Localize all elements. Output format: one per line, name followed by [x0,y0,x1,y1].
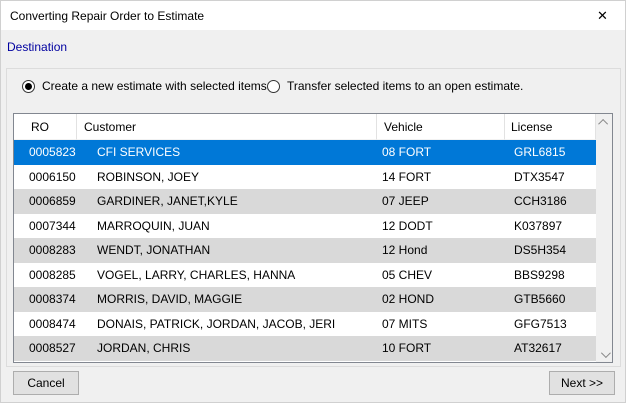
cell-vehicle: 12 Hond [382,243,428,258]
cell-ro: 0008374 [29,292,76,307]
cell-ro: 0008283 [29,243,76,258]
column-header-customer[interactable]: Customer [77,114,377,140]
cell-license: GFG7513 [514,316,567,331]
column-header-vehicle[interactable]: Vehicle [377,114,505,140]
list-content: RO Customer Vehicle License 0005823 CFI … [14,114,596,362]
cell-customer: MORRIS, DAVID, MAGGIE [97,292,243,307]
cell-customer: DONAIS, PATRICK, JORDAN, JACOB, JERI [97,316,336,331]
vertical-scrollbar[interactable] [596,114,612,362]
radio-selected-icon [22,79,35,93]
radio-group: Create a new estimate with selected item… [7,69,620,101]
partial-row [14,360,596,362]
cell-ro: 0007344 [29,218,76,233]
table-row[interactable]: 0008374 MORRIS, DAVID, MAGGIE 02 HOND GT… [14,287,596,312]
close-icon: ✕ [597,7,608,23]
cell-customer: ROBINSON, JOEY [97,169,200,184]
column-header-ro[interactable]: RO [14,114,77,140]
cell-vehicle: 07 MITS [382,316,428,331]
cancel-button[interactable]: Cancel [13,371,79,395]
radio-create-new-estimate[interactable]: Create a new estimate with selected item… [22,79,270,93]
cell-customer: GARDINER, JANET,KYLE [97,194,238,209]
cell-license: DTX3547 [514,169,565,184]
cell-vehicle: 07 JEEP [382,194,429,209]
cell-ro: 0006859 [29,194,76,209]
cell-vehicle: 05 CHEV [382,267,433,282]
radio-transfer-to-open-estimate[interactable]: Transfer selected items to an open estim… [267,79,523,93]
cell-license: CCH3186 [514,194,567,209]
cell-customer: MARROQUIN, JUAN [97,218,210,233]
repair-order-list: RO Customer Vehicle License 0005823 CFI … [13,113,613,363]
table-body: 0005823 CFI SERVICES 08 FORT GRL6815 000… [14,140,596,361]
cell-license: GTB5660 [514,292,566,307]
cell-license: DS5H354 [514,243,567,258]
cell-customer: JORDAN, CHRIS [97,341,191,356]
title-bar: Converting Repair Order to Estimate [1,1,625,30]
cell-ro: 0005823 [29,145,76,160]
table-row[interactable]: 0008283 WENDT, JONATHAN 12 Hond DS5H354 [14,238,596,263]
cell-vehicle: 08 FORT [382,145,432,160]
table-row[interactable]: 0008527 JORDAN, CHRIS 10 FORT AT32617 [14,336,596,361]
table-row[interactable]: 0008285 VOGEL, LARRY, CHARLES, HANNA 05 … [14,262,596,287]
chevron-down-icon [600,347,611,358]
table-row[interactable]: 0006150 ROBINSON, JOEY 14 FORT DTX3547 [14,164,596,189]
cell-license: K037897 [514,218,563,233]
scroll-up-button[interactable] [596,114,612,130]
cell-ro: 0008474 [29,316,76,331]
table-row[interactable]: 0007344 MARROQUIN, JUAN 12 DODT K037897 [14,213,596,238]
section-label-destination: Destination [7,40,68,54]
cell-license: GRL6815 [514,145,566,160]
next-button[interactable]: Next >> [549,371,615,395]
dialog-title: Converting Repair Order to Estimate [10,8,205,23]
chevron-up-icon [597,118,608,129]
list-header: RO Customer Vehicle License [14,114,596,140]
cell-ro: 0006150 [29,169,76,184]
cell-license: AT32617 [514,341,562,356]
table-row[interactable]: 0005823 CFI SERVICES 08 FORT GRL6815 [14,140,596,165]
cell-vehicle: 02 HOND [382,292,435,307]
cell-customer: WENDT, JONATHAN [97,243,211,258]
table-row[interactable]: 0008474 DONAIS, PATRICK, JORDAN, JACOB, … [14,311,596,336]
cell-ro: 0008285 [29,267,76,282]
column-header-license[interactable]: License [505,114,596,140]
radio-unselected-icon [267,79,280,93]
radio-create-label: Create a new estimate with selected item… [42,79,271,93]
cell-customer: VOGEL, LARRY, CHARLES, HANNA [97,267,296,282]
cell-customer: CFI SERVICES [97,145,181,160]
cell-license: BBS9298 [514,267,565,282]
close-button[interactable]: ✕ [580,1,625,30]
cell-vehicle: 10 FORT [382,341,432,356]
table-row[interactable]: 0006859 GARDINER, JANET,KYLE 07 JEEP CCH… [14,189,596,214]
cell-vehicle: 12 DODT [382,218,433,233]
cell-vehicle: 14 FORT [382,169,432,184]
radio-transfer-label: Transfer selected items to an open estim… [287,79,524,93]
cell-ro: 0008527 [29,341,76,356]
scroll-down-button[interactable] [596,346,612,362]
